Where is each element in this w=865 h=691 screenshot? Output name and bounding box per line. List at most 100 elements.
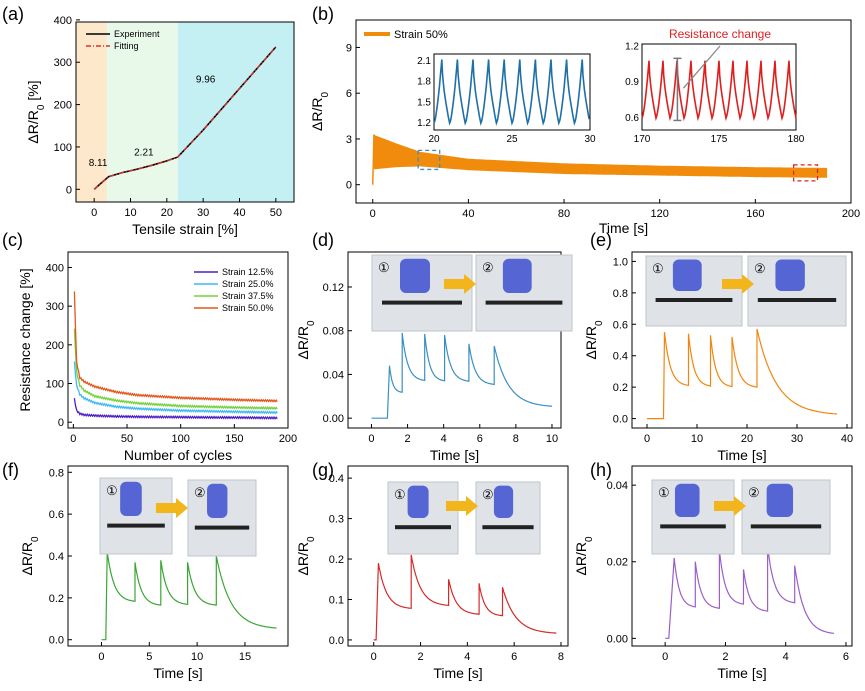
series-fitting bbox=[93, 46, 277, 190]
highlight-box bbox=[792, 164, 819, 182]
x-tick-label: 4 bbox=[464, 651, 470, 663]
y-tick-label: 0.02 bbox=[607, 557, 628, 569]
y-tick-label: 300 bbox=[54, 57, 72, 69]
sensor-strip bbox=[485, 300, 563, 305]
x-tick-label: 20 bbox=[161, 207, 173, 219]
inset-y-tick: 1.8 bbox=[417, 77, 431, 88]
inset-annotation: Resistance change bbox=[669, 27, 771, 41]
x-tick-label: 6 bbox=[843, 651, 849, 663]
plot-frame bbox=[631, 465, 853, 647]
y-tick-label: 0.2 bbox=[49, 593, 64, 605]
y-axis-label-sub: 0 bbox=[320, 92, 331, 98]
y-axis-label-part: ΔR/R bbox=[583, 326, 599, 359]
panel-label: (c) bbox=[2, 230, 23, 250]
legend-entry: Experiment bbox=[114, 29, 160, 39]
strain-region bbox=[177, 22, 294, 202]
x-tick-label: 0 bbox=[368, 433, 374, 445]
panel-label: (f) bbox=[2, 460, 19, 480]
panel-label: (g) bbox=[312, 460, 334, 480]
slope-annotation: 8.11 bbox=[89, 158, 108, 169]
plot-frame bbox=[355, 19, 852, 204]
sensor-strip bbox=[750, 524, 822, 529]
x-tick-label: 0 bbox=[370, 208, 376, 220]
y-tick-label: 0.2 bbox=[613, 382, 628, 394]
y-tick-label: 6 bbox=[346, 88, 352, 100]
y-tick-label: 0.08 bbox=[323, 326, 344, 338]
highlight-box bbox=[417, 149, 441, 171]
glove-shape bbox=[207, 483, 228, 518]
y-tick-label: 200 bbox=[46, 340, 64, 352]
response-curve bbox=[647, 328, 838, 420]
plot-frame bbox=[75, 21, 295, 203]
inset-signal bbox=[433, 59, 590, 126]
y-tick-label: 200 bbox=[54, 100, 72, 112]
y-tick-label: 1.0 bbox=[613, 256, 628, 268]
step-label: ② bbox=[482, 260, 494, 275]
x-tick-label: 2 bbox=[405, 433, 411, 445]
x-tick-label: 8 bbox=[558, 651, 564, 663]
x-tick-label: 4 bbox=[441, 433, 447, 445]
y-tick-label: 0.4 bbox=[49, 551, 64, 563]
x-tick-label: 2 bbox=[722, 651, 728, 663]
step-label: ② bbox=[754, 261, 766, 276]
x-tick-label: 0 bbox=[91, 207, 97, 219]
panel-label: (h) bbox=[590, 460, 612, 480]
y-tick-label: 400 bbox=[54, 15, 72, 27]
response-curve bbox=[371, 332, 553, 419]
series-line bbox=[73, 398, 278, 420]
inset-frame bbox=[641, 43, 797, 131]
y-tick-label: 0.6 bbox=[613, 319, 628, 331]
x-tick-label: 10 bbox=[691, 433, 703, 445]
inset-y-tick: 1.5 bbox=[417, 97, 431, 108]
y-tick-label: 400 bbox=[46, 262, 64, 274]
step-label: ② bbox=[748, 485, 760, 500]
step-label: ① bbox=[378, 260, 390, 275]
sensor-strip bbox=[194, 525, 250, 530]
y-axis-label: ΔR/R0 bbox=[573, 536, 595, 575]
y-tick-label: 0.0 bbox=[329, 635, 344, 647]
plot-frame bbox=[347, 251, 562, 429]
x-tick-label: 160 bbox=[746, 208, 764, 220]
cyclic-signal-band bbox=[373, 134, 828, 178]
slope-annotation: 2.21 bbox=[134, 147, 154, 158]
glove-shape bbox=[672, 259, 702, 291]
x-tick-label: 80 bbox=[558, 208, 570, 220]
y-axis-label-part: ΔR/R bbox=[309, 98, 325, 131]
x-tick-label: 2 bbox=[417, 651, 423, 663]
y-tick-label: 0.04 bbox=[323, 369, 344, 381]
x-tick-label: 0 bbox=[662, 651, 668, 663]
x-tick-label: 200 bbox=[842, 208, 860, 220]
y-axis-label-sub: 0 bbox=[584, 536, 595, 542]
arrow-icon bbox=[722, 274, 754, 294]
panel-label: (b) bbox=[312, 4, 334, 24]
y-axis-label-sub: 0 bbox=[594, 320, 605, 326]
x-tick-label: 150 bbox=[225, 433, 243, 445]
y-axis-label: ΔR/R0 bbox=[295, 536, 317, 575]
panel-c: 0 50 100 150 200 0 100 200 300 400 Number of cycle… bbox=[2, 230, 297, 463]
glove-shape bbox=[407, 485, 429, 518]
plot-frame bbox=[347, 465, 569, 647]
glove-shape bbox=[766, 483, 794, 517]
y-tick-label: 0.12 bbox=[323, 282, 344, 294]
y-axis-label: ΔR/R0 bbox=[583, 320, 605, 359]
step-label: ② bbox=[482, 487, 494, 502]
y-axis-label: ΔR/R0 bbox=[19, 536, 41, 575]
y-tick-label: 0.0 bbox=[49, 635, 64, 647]
x-tick-label: 20 bbox=[741, 433, 753, 445]
series-line bbox=[73, 361, 278, 415]
y-tick-label: 300 bbox=[46, 301, 64, 313]
y-axis-label-part: ΔR/R bbox=[25, 110, 41, 143]
x-axis-label: Time [s] bbox=[599, 220, 648, 236]
x-axis-label: Tensile strain [%] bbox=[132, 221, 238, 237]
x-tick-label: 10 bbox=[191, 651, 203, 663]
inset-x-tick: 175 bbox=[711, 134, 728, 145]
sensor-strip bbox=[107, 523, 165, 528]
arrow-icon bbox=[156, 498, 188, 518]
legend-entry: Strain 50.0% bbox=[222, 303, 274, 313]
inset-y-tick: 1.2 bbox=[417, 118, 431, 129]
inset-signal bbox=[641, 60, 797, 122]
y-axis-label: Resistance change [%] bbox=[17, 268, 33, 411]
